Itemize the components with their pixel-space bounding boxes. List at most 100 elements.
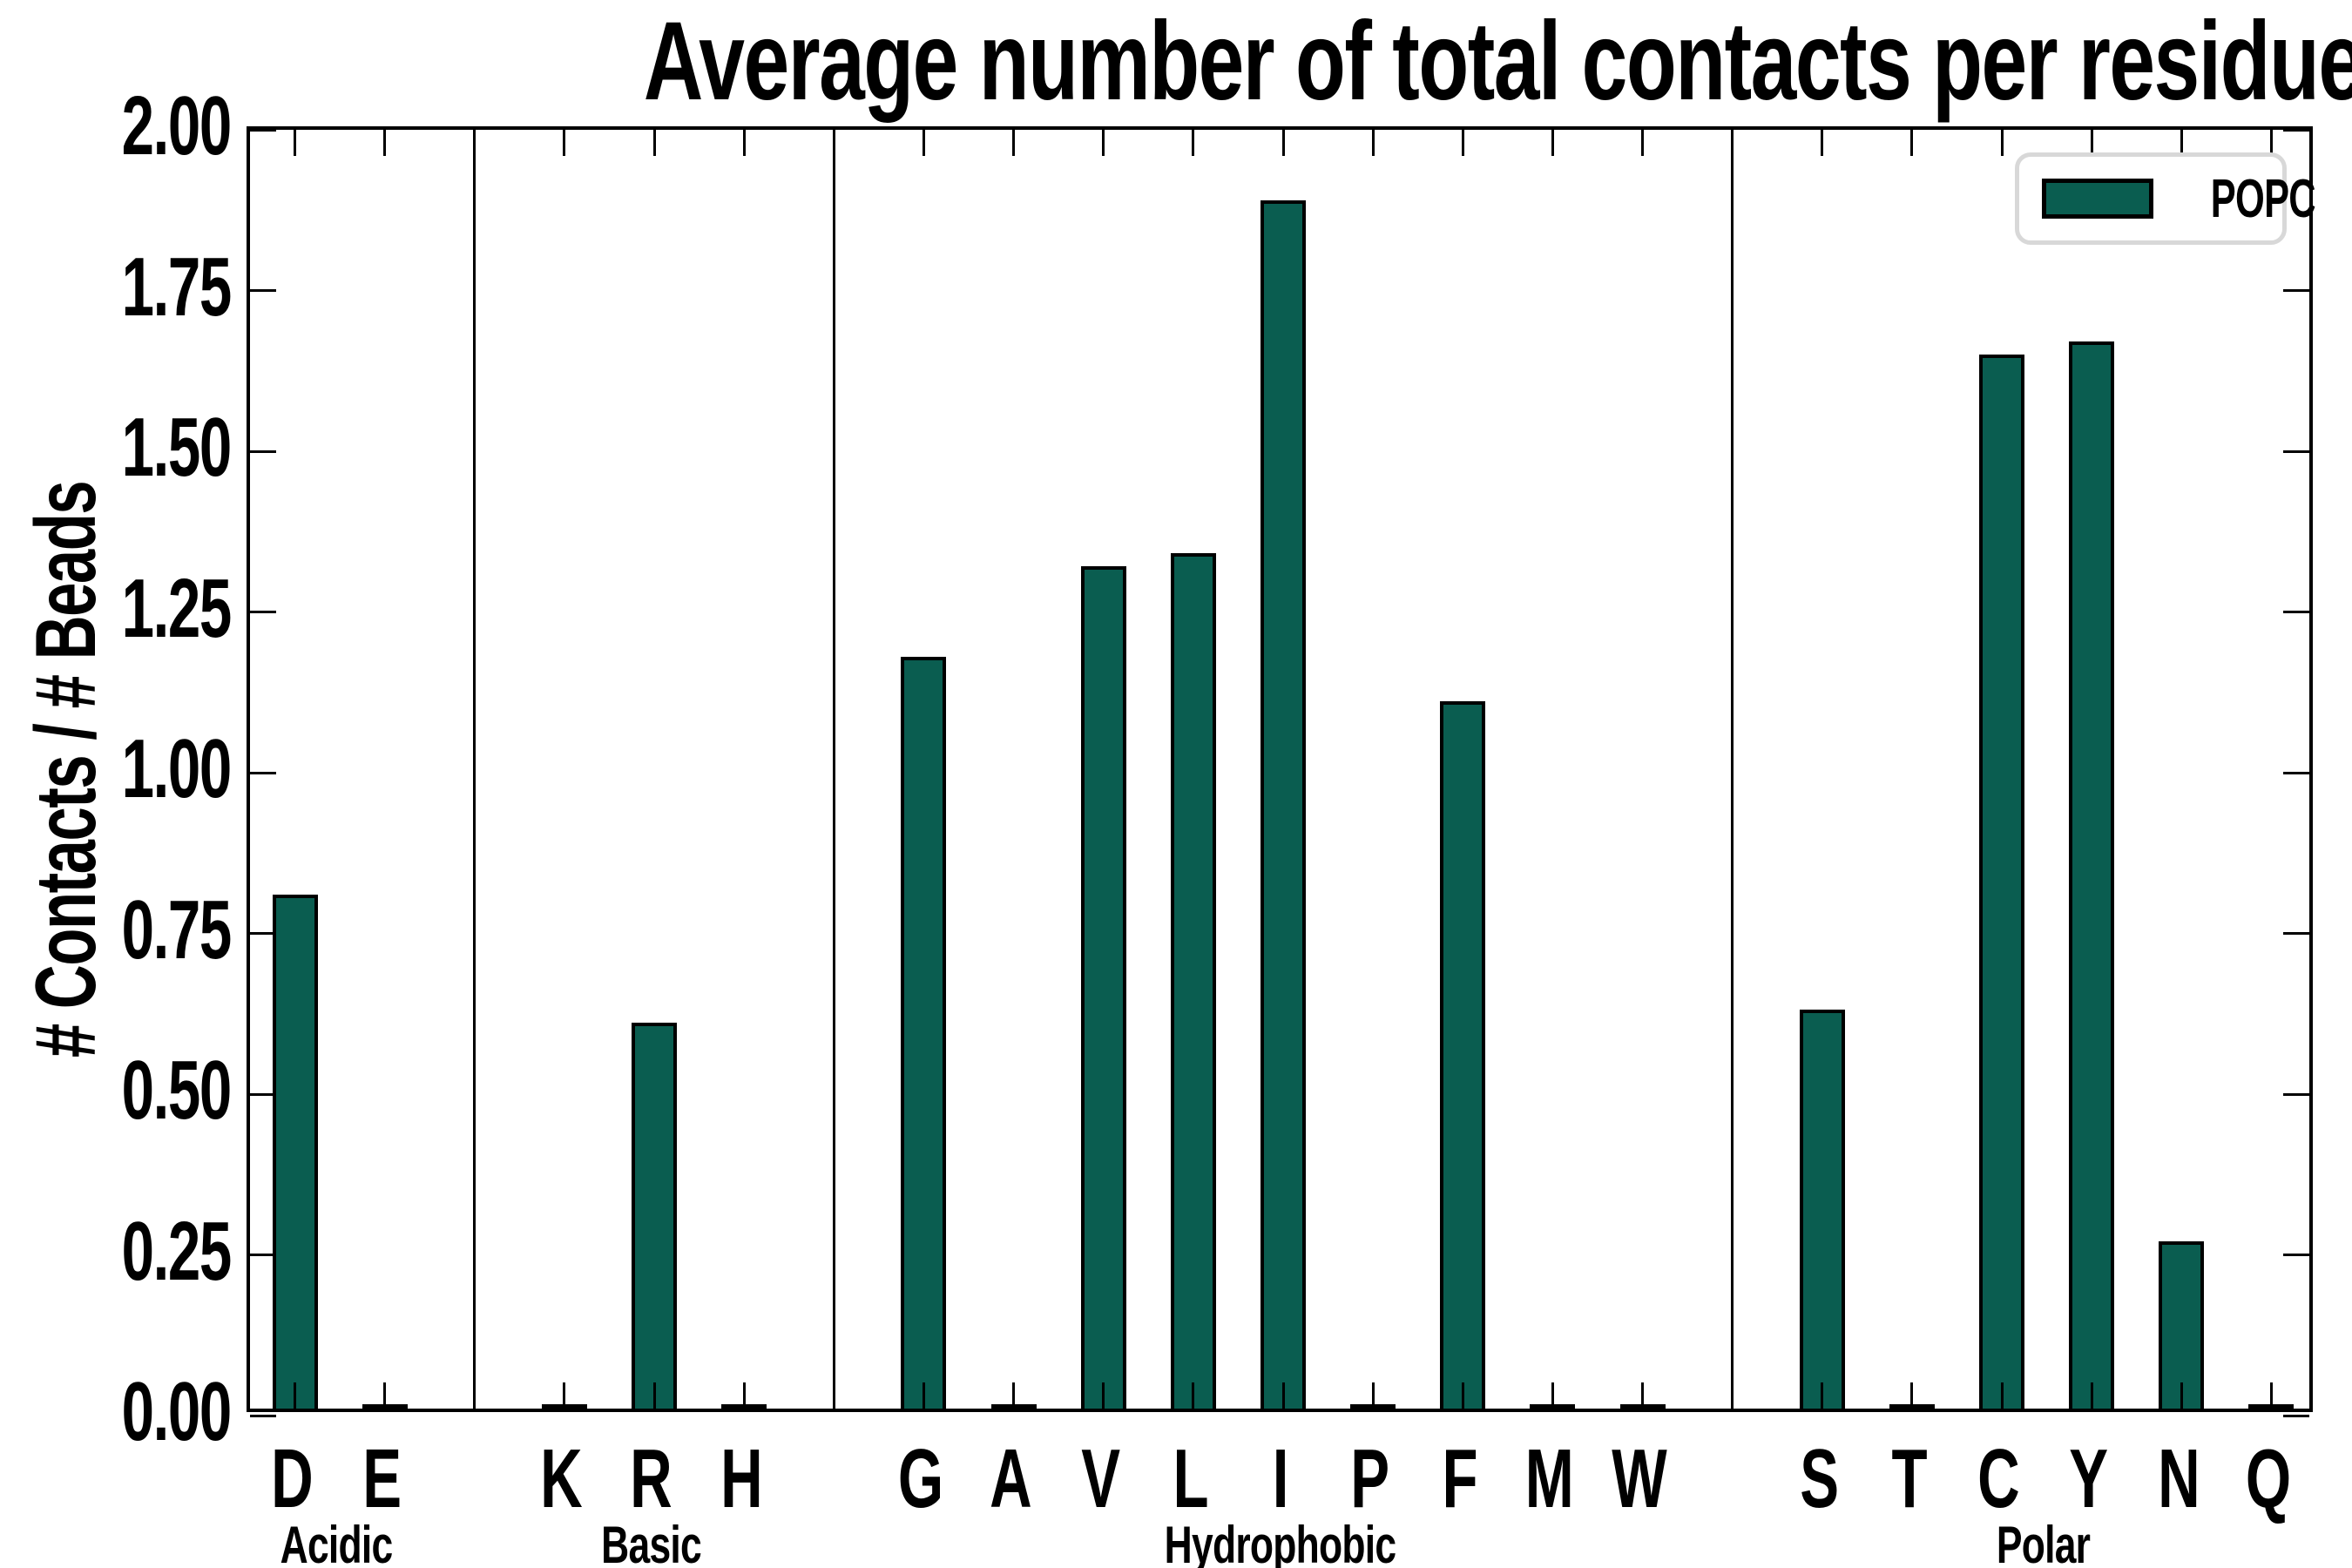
y-tick-right-1.75 bbox=[2283, 289, 2309, 292]
y-tick-left-1.50 bbox=[250, 449, 276, 453]
x-tick-top-Q bbox=[2269, 130, 2273, 156]
x-tick-bottom-Q bbox=[2269, 1382, 2273, 1409]
x-tick-top-P bbox=[1371, 130, 1375, 156]
x-tick-bottom-W bbox=[1641, 1382, 1645, 1409]
bar-F bbox=[1440, 701, 1486, 1409]
legend-swatch-popc bbox=[2042, 179, 2153, 219]
group-label-acidic: Acidic bbox=[280, 1516, 394, 1568]
bar-S bbox=[1799, 1010, 1845, 1409]
y-tick-label-0.25: 0.25 bbox=[121, 1204, 233, 1298]
x-tick-top-I bbox=[1281, 130, 1285, 156]
x-tick-bottom-N bbox=[2180, 1382, 2183, 1409]
x-tick-top-C bbox=[2000, 130, 2004, 156]
x-category-label-A: A bbox=[990, 1432, 1032, 1525]
x-tick-bottom-A bbox=[1012, 1382, 1016, 1409]
group-divider-line bbox=[1731, 130, 1734, 1409]
y-tick-right-0.50 bbox=[2283, 1092, 2309, 1096]
group-label-basic: Basic bbox=[600, 1516, 702, 1568]
x-category-label-Y: Y bbox=[2069, 1432, 2108, 1525]
y-tick-right-1.00 bbox=[2283, 771, 2309, 774]
x-category-label-D: D bbox=[270, 1432, 314, 1525]
y-tick-right-1.25 bbox=[2283, 611, 2309, 613]
x-tick-bottom-R bbox=[652, 1382, 656, 1409]
x-category-label-N: N bbox=[2157, 1432, 2200, 1525]
x-tick-bottom-H bbox=[742, 1382, 746, 1409]
y-tick-left-0.00 bbox=[250, 1414, 276, 1417]
x-tick-top-G bbox=[922, 130, 925, 156]
x-category-label-H: H bbox=[720, 1432, 763, 1525]
y-tick-left-0.75 bbox=[250, 932, 276, 935]
x-category-label-V: V bbox=[1081, 1432, 1120, 1525]
bar-L bbox=[1170, 553, 1216, 1409]
x-tick-bottom-L bbox=[1192, 1382, 1195, 1409]
group-label-hydrophobic: Hydrophobic bbox=[1164, 1516, 1396, 1568]
y-tick-label-0.00: 0.00 bbox=[121, 1365, 233, 1458]
y-tick-right-2.00 bbox=[2283, 128, 2309, 132]
x-tick-top-L bbox=[1192, 130, 1195, 156]
x-category-label-T: T bbox=[1891, 1432, 1927, 1525]
x-category-label-E: E bbox=[362, 1432, 402, 1525]
x-category-label-K: K bbox=[540, 1432, 583, 1525]
x-category-label-G: G bbox=[898, 1432, 943, 1525]
x-tick-bottom-V bbox=[1102, 1382, 1105, 1409]
x-tick-top-W bbox=[1641, 130, 1645, 156]
x-tick-bottom-F bbox=[1461, 1382, 1464, 1409]
bar-N bbox=[2159, 1241, 2205, 1409]
x-tick-bottom-M bbox=[1551, 1382, 1554, 1409]
x-tick-top-F bbox=[1461, 130, 1464, 156]
x-tick-top-S bbox=[1821, 130, 1824, 156]
bar-I bbox=[1260, 200, 1306, 1409]
x-tick-top-H bbox=[742, 130, 746, 156]
x-tick-bottom-D bbox=[294, 1382, 297, 1409]
x-category-label-I: I bbox=[1272, 1432, 1288, 1525]
x-category-label-C: C bbox=[1977, 1432, 2020, 1525]
y-tick-left-1.25 bbox=[250, 611, 276, 613]
legend-box: POPC bbox=[2015, 152, 2316, 245]
y-tick-label-1.00: 1.00 bbox=[121, 722, 233, 815]
chart-title: Average number of total contacts per res… bbox=[247, 0, 2352, 127]
x-tick-bottom-I bbox=[1281, 1382, 1285, 1409]
group-divider-line bbox=[832, 130, 835, 1409]
x-tick-bottom-P bbox=[1371, 1382, 1375, 1409]
x-tick-top-K bbox=[563, 130, 566, 156]
x-tick-top-M bbox=[1551, 130, 1554, 156]
x-tick-top-Y bbox=[2090, 130, 2093, 156]
y-tick-left-0.25 bbox=[250, 1254, 276, 1256]
y-tick-label-0.75: 0.75 bbox=[121, 882, 233, 977]
chart-title-text: Average number of total contacts per res… bbox=[643, 0, 2352, 124]
bar-Y bbox=[2069, 341, 2115, 1409]
plot-area: POPC bbox=[247, 126, 2316, 1417]
y-tick-left-1.00 bbox=[250, 771, 276, 774]
bar-V bbox=[1080, 566, 1126, 1409]
bar-R bbox=[632, 1023, 678, 1409]
x-tick-top-R bbox=[652, 130, 656, 156]
y-tick-right-0.25 bbox=[2283, 1254, 2309, 1256]
y-tick-label-1.25: 1.25 bbox=[121, 561, 233, 655]
x-category-label-W: W bbox=[1612, 1432, 1666, 1525]
group-divider-line bbox=[473, 130, 476, 1409]
y-tick-label-1.50: 1.50 bbox=[121, 401, 233, 494]
x-tick-bottom-S bbox=[1821, 1382, 1824, 1409]
bar-C bbox=[1979, 355, 2025, 1409]
y-tick-label-0.50: 0.50 bbox=[121, 1044, 233, 1137]
bar-D bbox=[272, 895, 318, 1409]
y-tick-left-0.50 bbox=[250, 1092, 276, 1096]
x-category-label-P: P bbox=[1350, 1432, 1389, 1525]
x-tick-top-A bbox=[1012, 130, 1016, 156]
x-tick-top-D bbox=[294, 130, 297, 156]
x-tick-top-E bbox=[383, 130, 387, 156]
x-category-label-L: L bbox=[1173, 1432, 1208, 1525]
x-tick-bottom-G bbox=[922, 1382, 925, 1409]
y-tick-label-1.75: 1.75 bbox=[121, 240, 233, 334]
x-tick-top-N bbox=[2180, 130, 2183, 156]
x-category-label-F: F bbox=[1442, 1432, 1477, 1525]
x-tick-bottom-K bbox=[563, 1382, 566, 1409]
x-tick-top-V bbox=[1102, 130, 1105, 156]
y-tick-left-2.00 bbox=[250, 128, 276, 132]
group-label-polar: Polar bbox=[1996, 1516, 2091, 1568]
y-tick-label-2.00: 2.00 bbox=[121, 79, 233, 172]
x-category-label-M: M bbox=[1525, 1432, 1574, 1525]
x-category-label-S: S bbox=[1800, 1432, 1839, 1525]
x-tick-top-T bbox=[1910, 130, 1914, 156]
